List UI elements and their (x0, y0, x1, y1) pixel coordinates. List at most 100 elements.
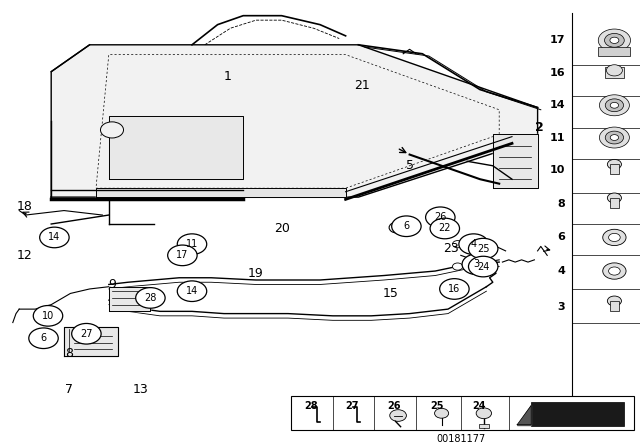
Circle shape (607, 296, 621, 306)
Text: 10: 10 (550, 165, 565, 175)
Bar (531, 402, 624, 426)
Circle shape (40, 227, 69, 248)
Text: 15: 15 (383, 287, 398, 300)
Circle shape (610, 37, 619, 43)
Text: 27: 27 (80, 329, 93, 339)
Circle shape (607, 193, 621, 203)
Polygon shape (64, 327, 118, 356)
Bar (479, 424, 489, 428)
Circle shape (452, 263, 463, 270)
Text: 5: 5 (406, 159, 413, 172)
Text: 10: 10 (42, 311, 54, 321)
Text: 27: 27 (346, 401, 359, 411)
Circle shape (607, 65, 623, 76)
Polygon shape (109, 287, 150, 311)
Circle shape (605, 99, 623, 112)
Text: 13: 13 (133, 383, 148, 396)
Circle shape (390, 409, 406, 421)
Text: 3: 3 (557, 302, 565, 312)
Text: 11: 11 (186, 239, 198, 249)
Circle shape (468, 256, 498, 277)
Text: 17: 17 (176, 250, 189, 260)
Text: 9: 9 (108, 278, 116, 291)
Text: 28: 28 (144, 293, 157, 303)
Bar (610, 198, 619, 208)
Circle shape (426, 207, 455, 228)
Circle shape (476, 408, 492, 418)
Bar (598, 47, 630, 56)
Text: 7: 7 (65, 383, 73, 396)
Circle shape (468, 238, 498, 259)
Circle shape (177, 281, 207, 302)
Text: 19: 19 (248, 267, 264, 280)
Text: 14: 14 (186, 286, 198, 296)
Circle shape (168, 245, 197, 266)
Text: 25: 25 (430, 401, 444, 411)
Circle shape (462, 254, 492, 275)
Circle shape (609, 233, 620, 241)
Circle shape (430, 218, 460, 239)
Bar (610, 164, 619, 174)
Text: 23: 23 (444, 242, 459, 255)
Text: 20: 20 (274, 222, 289, 235)
Text: 1: 1 (223, 69, 231, 83)
Bar (610, 301, 619, 311)
Text: 8: 8 (65, 347, 73, 361)
Text: 26: 26 (387, 401, 401, 411)
Circle shape (452, 241, 463, 248)
Circle shape (611, 135, 618, 141)
Circle shape (605, 34, 624, 47)
Text: 14: 14 (550, 100, 565, 110)
Circle shape (603, 229, 626, 246)
Text: 11: 11 (550, 133, 565, 142)
Text: 22: 22 (438, 224, 451, 233)
Text: 14: 14 (48, 233, 61, 242)
Polygon shape (493, 134, 538, 188)
Text: 21: 21 (354, 78, 369, 92)
Text: 6: 6 (403, 221, 410, 231)
Polygon shape (96, 188, 346, 197)
Circle shape (598, 29, 630, 52)
Circle shape (607, 159, 621, 169)
Text: 6: 6 (40, 333, 47, 343)
Text: 17: 17 (550, 35, 565, 45)
Text: 24: 24 (477, 262, 490, 271)
Text: 28: 28 (304, 401, 317, 411)
Circle shape (440, 279, 469, 299)
Circle shape (33, 306, 63, 326)
Text: 00181177: 00181177 (436, 434, 485, 444)
Circle shape (435, 409, 449, 418)
Circle shape (136, 288, 165, 308)
Circle shape (389, 222, 404, 233)
Circle shape (605, 131, 623, 144)
Text: 18: 18 (17, 199, 32, 213)
Circle shape (609, 267, 620, 275)
Text: 2: 2 (535, 121, 544, 134)
Text: 26: 26 (434, 212, 447, 222)
Polygon shape (51, 45, 538, 197)
Circle shape (29, 328, 58, 349)
Text: 16: 16 (550, 68, 565, 78)
Bar (605, 67, 624, 78)
Circle shape (600, 127, 629, 148)
Text: 12: 12 (17, 249, 32, 262)
Circle shape (72, 323, 101, 344)
Text: 6: 6 (557, 233, 565, 242)
Text: 3: 3 (474, 259, 480, 269)
Text: 16: 16 (448, 284, 461, 294)
Circle shape (603, 263, 626, 279)
Circle shape (100, 122, 124, 138)
Text: 8: 8 (557, 199, 565, 209)
Circle shape (392, 216, 421, 237)
Circle shape (600, 95, 629, 116)
Polygon shape (517, 405, 531, 425)
Text: 25: 25 (477, 244, 490, 254)
Circle shape (611, 103, 618, 108)
Text: 24: 24 (472, 401, 486, 411)
Circle shape (459, 234, 488, 254)
Bar (291, 396, 634, 430)
Text: 4: 4 (557, 266, 565, 276)
Circle shape (177, 234, 207, 254)
Polygon shape (109, 116, 243, 179)
Text: 4: 4 (470, 239, 477, 249)
